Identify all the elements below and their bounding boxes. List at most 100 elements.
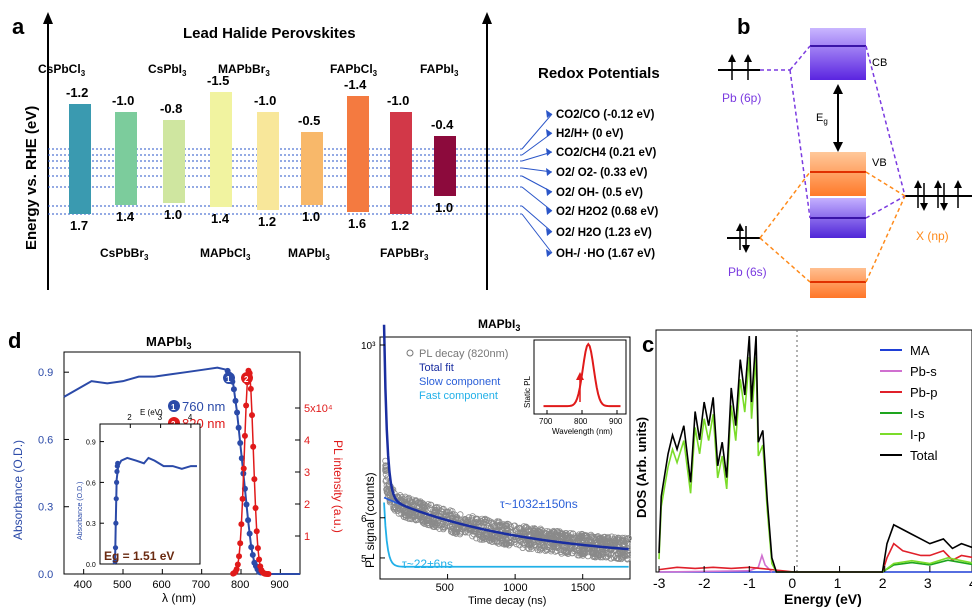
e-legend-3: Fast component xyxy=(419,390,498,402)
d-ytick-label-3: 0.9 xyxy=(38,367,53,379)
pl-point xyxy=(254,545,261,552)
pb6s-label: Pb (6s) xyxy=(728,265,767,279)
pl-decay-point xyxy=(408,515,416,523)
pl-decay-point xyxy=(457,529,464,536)
pl-decay-point xyxy=(496,535,503,542)
pb6p-electron-2-head xyxy=(744,54,752,62)
compound-csPbI3: CsPbI3 xyxy=(148,62,187,78)
cb-band xyxy=(810,28,866,80)
perovskite-bar-3 xyxy=(210,92,232,207)
pl-decay-point xyxy=(592,550,600,558)
vb-value-1: 1.4 xyxy=(116,209,135,224)
panel-d-title: MAPbI3 xyxy=(146,334,191,351)
inset-xtick-label-1: 3 xyxy=(158,413,163,422)
eg-arrow-up xyxy=(833,84,843,94)
pl-point xyxy=(250,443,257,450)
perovskite-bars: -1.2 1.7 -1.0 1.4 -0.8 1.0 -1.5 1.4 -1.0 1.2 -0.5 1… xyxy=(66,73,456,233)
inset-point xyxy=(114,479,120,485)
pl-decay-point xyxy=(461,528,468,535)
absorbance-point xyxy=(232,397,239,404)
panel-e-legend: PL decay (820nm) Total fit Slow component F… xyxy=(406,348,508,402)
vb-value-8: 1.0 xyxy=(435,200,453,215)
redox-arrow-head-0 xyxy=(546,110,552,118)
redox-list: CO2/CO (-0.12 eV) H2/H+ (0 eV) CO2/CH4 (0.… xyxy=(521,109,658,260)
peak1-label: 760 nm xyxy=(182,399,225,414)
pl-decay-point xyxy=(612,546,619,553)
absorbance-point xyxy=(248,544,255,551)
pl-decay-point xyxy=(550,543,557,550)
pl-decay-point xyxy=(554,544,561,552)
dos-i-p-curve xyxy=(658,357,972,573)
inset-xlabel: E (eV) xyxy=(140,408,163,417)
pl-decay-point xyxy=(450,529,457,536)
dos-curves xyxy=(658,335,972,573)
pl-decay-point xyxy=(440,505,447,513)
perovskite-bar-5 xyxy=(301,132,323,205)
eg-value: Eg = 1.51 eV xyxy=(104,549,174,563)
cb-value-7: -1.0 xyxy=(387,93,409,108)
absorbance-point xyxy=(234,409,241,416)
pl-decay-point xyxy=(604,553,612,560)
pl-decay-point xyxy=(453,524,460,531)
pl-decay-point xyxy=(579,549,587,557)
pl-decay-point xyxy=(538,530,545,537)
pl-decay-point xyxy=(385,491,393,499)
pl-decay-point xyxy=(485,536,493,544)
redox-label-4: O2/ OH- (0.5 eV) xyxy=(556,187,643,199)
pl-point xyxy=(240,465,247,472)
pl-decay-point xyxy=(517,525,524,532)
inset-xtick-label-2: 4 xyxy=(188,413,193,422)
xnp-up-head-2 xyxy=(954,180,962,188)
redox-label-5: O2/ H2O2 (0.68 eV) xyxy=(556,206,658,218)
vb-connector-left xyxy=(759,171,811,239)
panel-d-ticks: 400 500 600 700 800 900 0.0 0.3 0.6 0.9 1 2 3 4 5x10⁴ xyxy=(38,367,333,591)
pl-decay-point xyxy=(424,521,431,528)
inset-ytick-label-0: 0.0 xyxy=(86,562,96,569)
compound-csPbCl3: CsPbCl3 xyxy=(38,62,86,78)
vb-value-4: 1.2 xyxy=(258,214,276,229)
dos-pb-s-curve xyxy=(658,552,773,573)
pl-point xyxy=(247,385,254,392)
inset-point xyxy=(112,545,119,551)
pl-point xyxy=(238,521,245,528)
xnp-down-head-0 xyxy=(920,203,928,211)
peak2-marker-number: 2 xyxy=(244,375,249,384)
total-fit-curve xyxy=(382,324,629,551)
pb6p-label: Pb (6p) xyxy=(722,91,761,105)
compound-fapbi3: FAPbI3 xyxy=(420,62,459,78)
inset-ytick-label-1: 0.3 xyxy=(86,521,96,528)
xnp-label: X (np) xyxy=(916,229,949,243)
perovskite-bar-6 xyxy=(347,96,369,212)
vb-band xyxy=(810,152,866,196)
pl-decay-point xyxy=(468,515,476,522)
xnp-up-head-1 xyxy=(934,180,942,188)
c-legend-label-2: Pb-p xyxy=(910,385,937,400)
pl-decay-point xyxy=(594,533,602,540)
redox-arrow-head-1 xyxy=(546,129,552,137)
pl-decay-point xyxy=(614,554,621,561)
d-ytick-right-label-2: 3 xyxy=(304,467,310,479)
compound-mapbcl3: MAPbCl3 xyxy=(200,246,251,262)
pl-decay-point xyxy=(600,539,607,547)
e-legend-marker xyxy=(406,349,414,357)
vb-value-0: 1.7 xyxy=(70,218,88,233)
dos-i-s-curve xyxy=(882,559,972,573)
redox-arrow-6 xyxy=(521,205,553,233)
peak1-marker-number: 1 xyxy=(226,375,231,384)
pl-decay-point xyxy=(470,528,477,535)
d-ytick-right-label-4: 5x10⁴ xyxy=(304,403,333,415)
absorbance-point xyxy=(245,517,252,524)
redox-arrow-0 xyxy=(521,113,553,150)
c-xtick-label-0: -3 xyxy=(653,575,666,591)
pl-decay-point xyxy=(507,523,515,530)
pl-decay-point xyxy=(582,532,590,539)
pl-decay-point xyxy=(399,506,406,513)
pl-decay-point xyxy=(508,539,515,547)
pl-decay-point xyxy=(554,529,561,536)
pb-connector-left xyxy=(789,69,811,219)
c-legend-label-3: I-s xyxy=(910,406,925,421)
pl-decay-point xyxy=(405,494,413,502)
redox-label-2: CO2/CH4 (0.21 eV) xyxy=(556,147,657,159)
pl-decay-point xyxy=(560,546,568,554)
